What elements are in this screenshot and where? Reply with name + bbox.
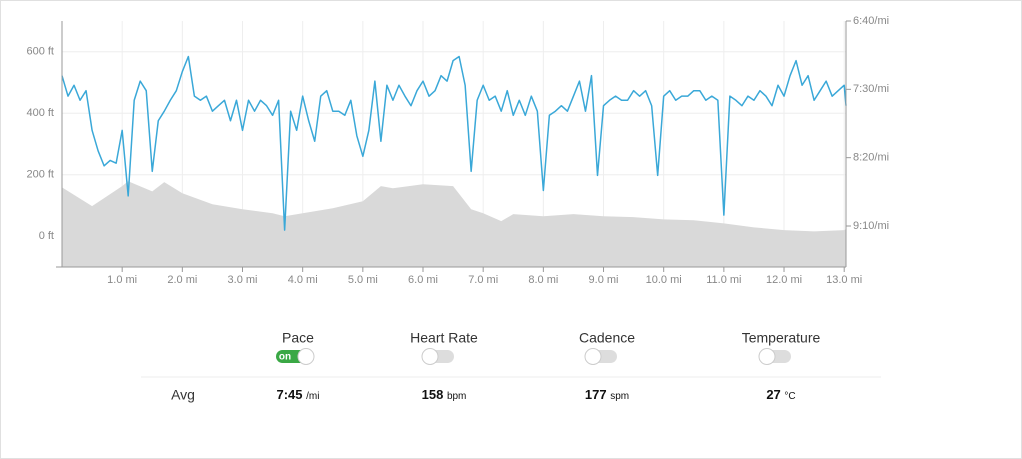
avg-unit: bpm (447, 391, 466, 402)
x-tick-label: 6.0 mi (408, 274, 438, 286)
x-tick-label: 4.0 mi (288, 274, 318, 286)
metric-label: Heart Rate (410, 330, 478, 346)
toggle[interactable] (758, 348, 791, 365)
metric-label: Temperature (742, 330, 821, 346)
toggle[interactable] (584, 348, 617, 365)
y-tick-label: 0 ft (39, 230, 54, 242)
y2-tick-label: 8:20/mi (853, 152, 889, 164)
y-tick-label: 600 ft (26, 46, 54, 58)
x-tick-label: 10.0 mi (646, 274, 682, 286)
toggle-knob (584, 348, 602, 365)
metric-avg: 7:45 /mi (277, 387, 320, 402)
avg-unit: °C (784, 391, 795, 402)
y2-tick-label: 7:30/mi (853, 83, 889, 95)
metric-avg: 158 bpm (422, 387, 467, 402)
x-tick-label: 12.0 mi (766, 274, 802, 286)
metric-avg: 27 °C (766, 387, 795, 402)
metric-label: Pace (282, 330, 314, 346)
y-tick-label: 200 ft (26, 169, 54, 181)
y-tick-label: 400 ft (26, 107, 54, 119)
toggle-knob (421, 348, 439, 365)
x-tick-label: 11.0 mi (706, 274, 741, 286)
toggle[interactable] (421, 348, 454, 365)
elevation-area (62, 181, 846, 267)
x-tick-label: 9.0 mi (589, 274, 619, 286)
avg-value: 177 (585, 387, 607, 402)
x-tick-label: 3.0 mi (228, 274, 258, 286)
toggle-knob (758, 348, 776, 365)
metric-label: Cadence (579, 330, 635, 346)
avg-value: 158 (422, 387, 444, 402)
x-tick-label: 2.0 mi (167, 274, 197, 286)
metric-avg: 177 spm (585, 387, 629, 402)
toggle-knob (297, 348, 315, 365)
avg-unit: /mi (306, 391, 319, 402)
avg-value: 27 (766, 387, 780, 402)
avg-unit: spm (610, 391, 629, 402)
avg-value: 7:45 (277, 387, 303, 402)
x-tick-label: 13.0 mi (826, 274, 862, 286)
avg-label: Avg (171, 387, 195, 403)
y2-tick-label: 6:40/mi (853, 15, 889, 27)
x-tick-label: 7.0 mi (468, 274, 498, 286)
toggle[interactable]: on (276, 348, 315, 365)
y2-tick-label: 9:10/mi (853, 220, 889, 232)
toggle-text: on (279, 352, 291, 363)
x-tick-label: 5.0 mi (348, 274, 378, 286)
x-tick-label: 8.0 mi (528, 274, 558, 286)
pace-line (61, 55, 847, 231)
x-tick-label: 1.0 mi (107, 274, 137, 286)
